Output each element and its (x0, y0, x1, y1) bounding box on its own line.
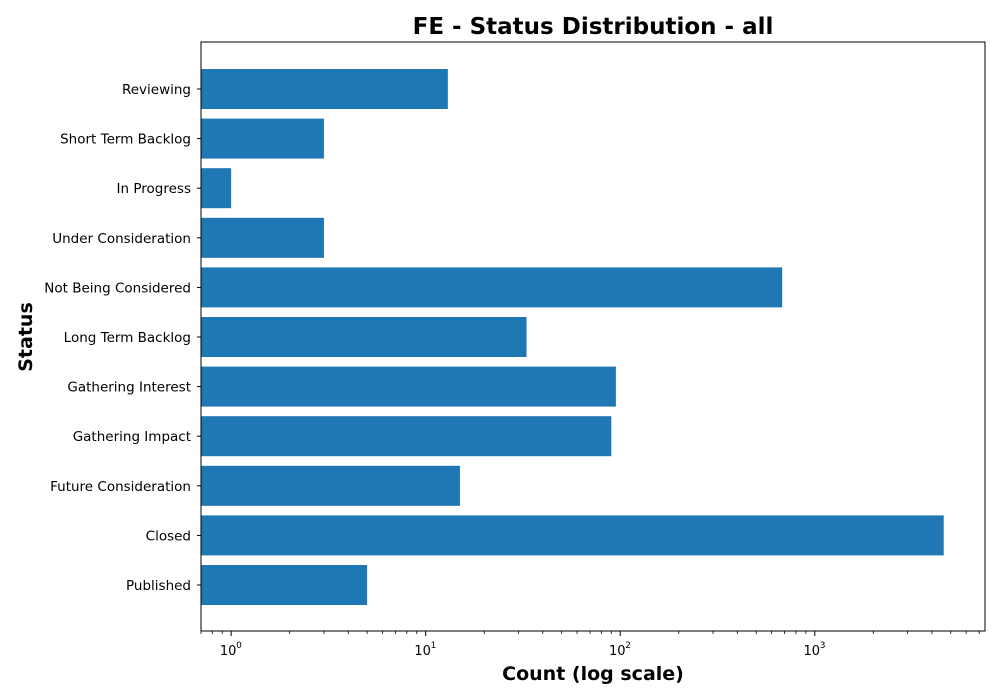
bar-in-progress (201, 168, 232, 209)
x-tick-label: 10 2 (609, 641, 631, 659)
y-tick-label: Long Term Backlog (64, 330, 191, 346)
y-tick-label: Closed (146, 528, 191, 544)
x-axis: 10 0 10 1 10 2 10 3 (200, 631, 980, 659)
x-tick-label: 10 0 (220, 641, 242, 659)
bar-short-term-backlog (201, 118, 324, 159)
y-axis: Published Closed Future Consideration Gathe… (44, 82, 201, 594)
y-tick-label: Gathering Interest (67, 380, 191, 396)
bar-gathering-impact (201, 416, 612, 457)
x-tick-exponent: 2 (625, 641, 631, 651)
bar-published (201, 565, 368, 605)
x-tick-exponent: 1 (431, 641, 437, 651)
x-tick-base: 10 (803, 644, 820, 659)
y-tick-label: Short Term Backlog (60, 132, 191, 148)
x-tick-label: 10 1 (414, 641, 436, 659)
y-tick-label: Future Consideration (50, 479, 191, 495)
x-tick-base: 10 (414, 644, 431, 659)
y-tick-label: Reviewing (122, 82, 191, 98)
bar-future-consideration (201, 465, 460, 506)
bar-under-consideration (201, 217, 324, 258)
plot-frame (200, 41, 986, 632)
bar-not-being-considered (201, 267, 783, 308)
y-tick-label: In Progress (117, 181, 191, 197)
bar-gathering-interest (201, 366, 616, 407)
chart-title: FE - Status Distribution - all (413, 14, 774, 40)
y-tick-label: Not Being Considered (44, 280, 191, 296)
bar-reviewing (201, 69, 448, 109)
y-tick-label: Published (126, 578, 191, 594)
x-axis-label: Count (log scale) (502, 663, 684, 685)
x-tick-base: 10 (609, 644, 626, 659)
y-tick-label: Under Consideration (52, 231, 191, 247)
y-axis-label: Status (15, 302, 37, 372)
x-tick-base: 10 (220, 644, 237, 659)
y-tick-label: Gathering Impact (73, 429, 191, 445)
bars-group (201, 69, 944, 605)
x-tick-exponent: 0 (236, 641, 242, 651)
bar-closed (201, 515, 944, 556)
bar-long-term-backlog (201, 317, 527, 357)
x-tick-exponent: 3 (820, 641, 826, 651)
x-tick-label: 10 3 (803, 641, 825, 659)
